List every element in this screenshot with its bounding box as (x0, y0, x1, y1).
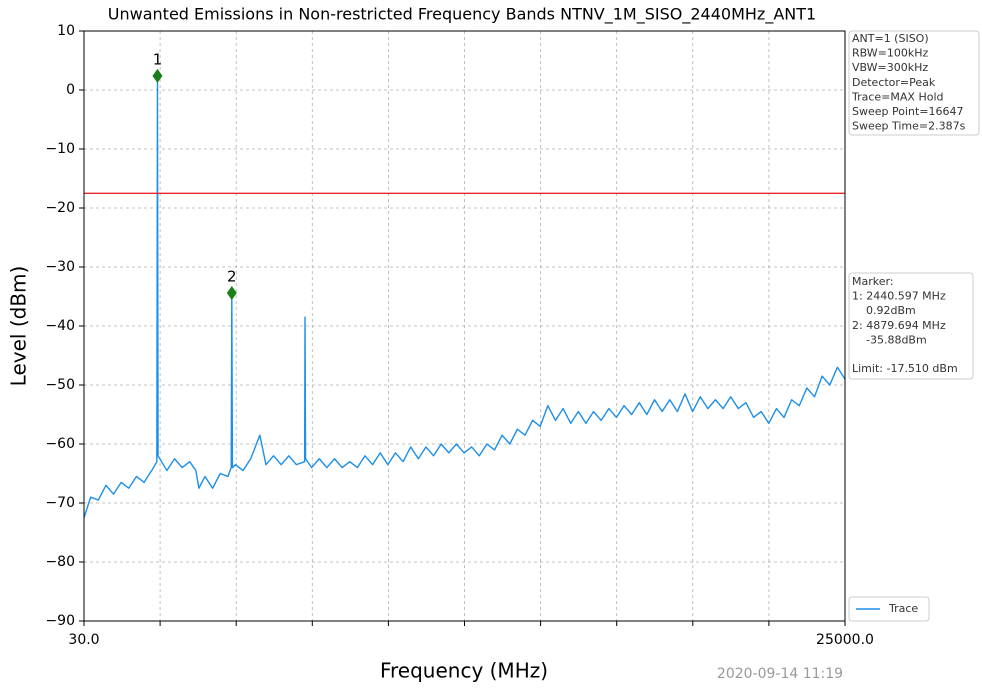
limit-text: Limit: -17.510 dBm (852, 362, 958, 375)
settings-text: Sweep Point=16647 (852, 105, 964, 118)
y-tick-label: −10 (45, 141, 75, 157)
legend-label: Trace (888, 602, 918, 615)
marker-text: -35.88dBm (852, 333, 927, 346)
marker-label: 2 (227, 267, 237, 285)
marker (152, 68, 163, 83)
marker (226, 285, 237, 300)
legend: Trace (848, 596, 930, 622)
settings-text: ANT=1 (SISO) (852, 32, 929, 45)
marker-text: Marker: (852, 275, 894, 288)
y-tick-label: −50 (45, 377, 75, 393)
marker-box: Marker: 1: 2440.597 MHz 0.92dBm 2: 4879.69… (848, 272, 974, 380)
settings-text: RBW=100kHz (852, 47, 929, 60)
y-tick-label: 10 (57, 23, 75, 39)
y-tick-label: −20 (45, 200, 75, 216)
timestamp: 2020-09-14 11:19 (717, 666, 843, 682)
y-tick-label: −30 (45, 259, 75, 275)
y-tick-label: −60 (45, 436, 75, 452)
chart-title: Unwanted Emissions in Non-restricted Fre… (108, 5, 816, 25)
marker-text: 2: 4879.694 MHz (852, 319, 946, 332)
marker-label: 1 (153, 50, 163, 68)
y-tick-label: 0 (66, 82, 75, 98)
x-tick-label: 25000.0 (816, 632, 874, 648)
y-tick-label: −40 (45, 318, 75, 334)
y-tick-label: −90 (45, 613, 75, 629)
marker-box-frame (848, 272, 974, 380)
x-tick-label: 30.0 (68, 632, 99, 648)
y-tick-label: −80 (45, 554, 75, 570)
legend-frame (848, 596, 930, 622)
x-axis-label: Frequency (MHz) (380, 659, 548, 683)
settings-box-frame (848, 30, 980, 136)
settings-text: Sweep Time=2.387s (852, 120, 966, 133)
marker-text: 0.92dBm (852, 304, 916, 317)
y-axis-label: Level (dBm) (7, 266, 31, 387)
settings-text: VBW=300kHz (852, 61, 928, 74)
trace-line (83, 75, 846, 518)
marker-text: 1: 2440.597 MHz (852, 290, 946, 303)
settings-text: Detector=Peak (852, 76, 936, 89)
plot-frame (83, 30, 846, 622)
settings-text: Trace=MAX Hold (851, 90, 944, 103)
y-tick-label: −70 (45, 495, 75, 511)
